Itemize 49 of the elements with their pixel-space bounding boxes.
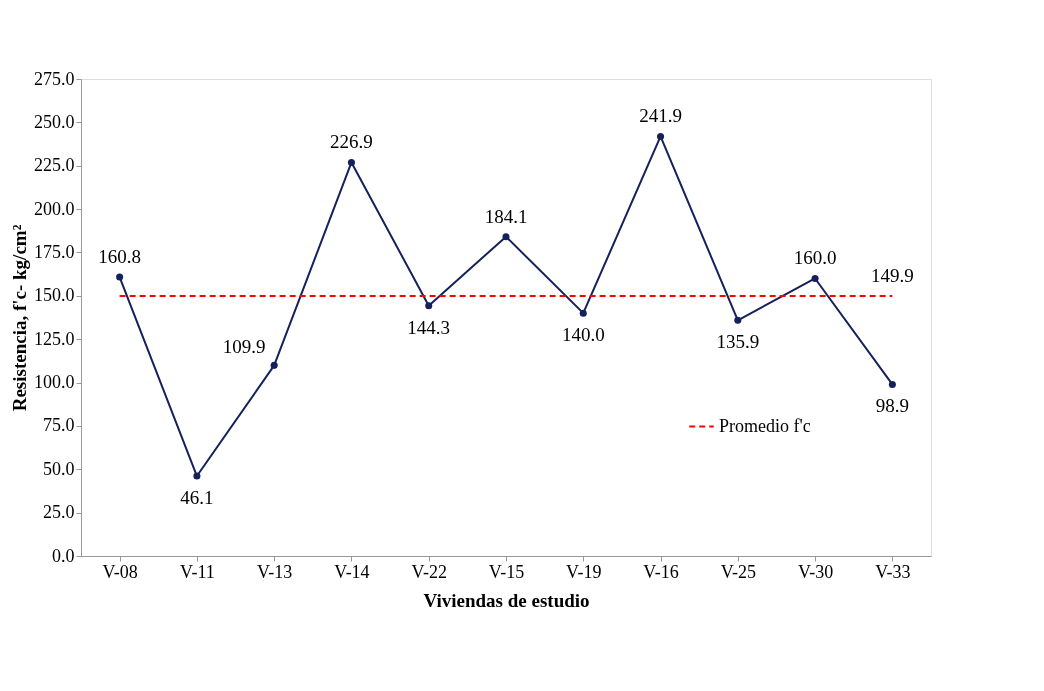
point: [270, 361, 278, 369]
data-label: 144.3: [407, 316, 451, 338]
data-label: 160.8: [98, 246, 142, 268]
point: [193, 472, 201, 480]
x-tick-label: V-33: [875, 561, 911, 582]
data-label: 241.9: [639, 105, 682, 127]
x-tick-label: V-22: [411, 561, 447, 582]
x-tick-label: V-13: [257, 561, 293, 582]
point: [502, 233, 510, 241]
data-label: 135.9: [716, 331, 760, 353]
point: [734, 316, 742, 324]
x-tick-label: V-16: [643, 561, 679, 582]
point: [811, 274, 819, 282]
point: [347, 158, 355, 166]
data-label: 149.9: [870, 264, 914, 286]
y-tick-label: 250.0: [34, 111, 75, 132]
x-tick-label: V-19: [566, 561, 602, 582]
y-axis-title: Resistencia, f'c- kg/cm²: [9, 224, 30, 412]
data-label: 98.9: [875, 395, 909, 417]
x-tick-label: V-30: [797, 561, 834, 582]
y-tick-label: 175.0: [34, 241, 75, 262]
point: [657, 132, 665, 140]
data-label: 109.9: [222, 336, 266, 358]
data-label: 226.9: [330, 131, 373, 153]
legend-label: Promedio f'c: [719, 415, 811, 436]
data-label: 160.0: [793, 247, 837, 269]
data-label: 140.0: [561, 324, 605, 346]
y-tick-label: 25.0: [43, 502, 75, 523]
point: [425, 302, 433, 310]
y-tick-label: 0.0: [52, 545, 75, 566]
point: [116, 273, 124, 281]
x-tick-label: V-15: [488, 561, 525, 582]
x-tick-label: V-08: [102, 561, 138, 582]
y-tick-label: 75.0: [43, 415, 75, 436]
y-tick-label: 125.0: [34, 328, 75, 349]
y-tick-label: 225.0: [34, 155, 75, 176]
data-label: 46.1: [180, 487, 214, 509]
point: [579, 309, 587, 317]
x-axis-title: Viviendas de estudio: [423, 589, 590, 611]
data-label: 184.1: [484, 205, 528, 227]
y-tick-label: 100.0: [34, 372, 75, 393]
y-tick-label: 150.0: [34, 285, 75, 306]
y-tick-label: 200.0: [34, 198, 75, 219]
x-tick-label: V-25: [720, 561, 756, 582]
y-tick-label: 275.0: [34, 68, 75, 89]
y-tick-label: 50.0: [43, 458, 75, 479]
point: [888, 380, 896, 388]
x-tick-label: V-14: [334, 561, 370, 582]
x-tick-label: V-11: [180, 561, 215, 582]
